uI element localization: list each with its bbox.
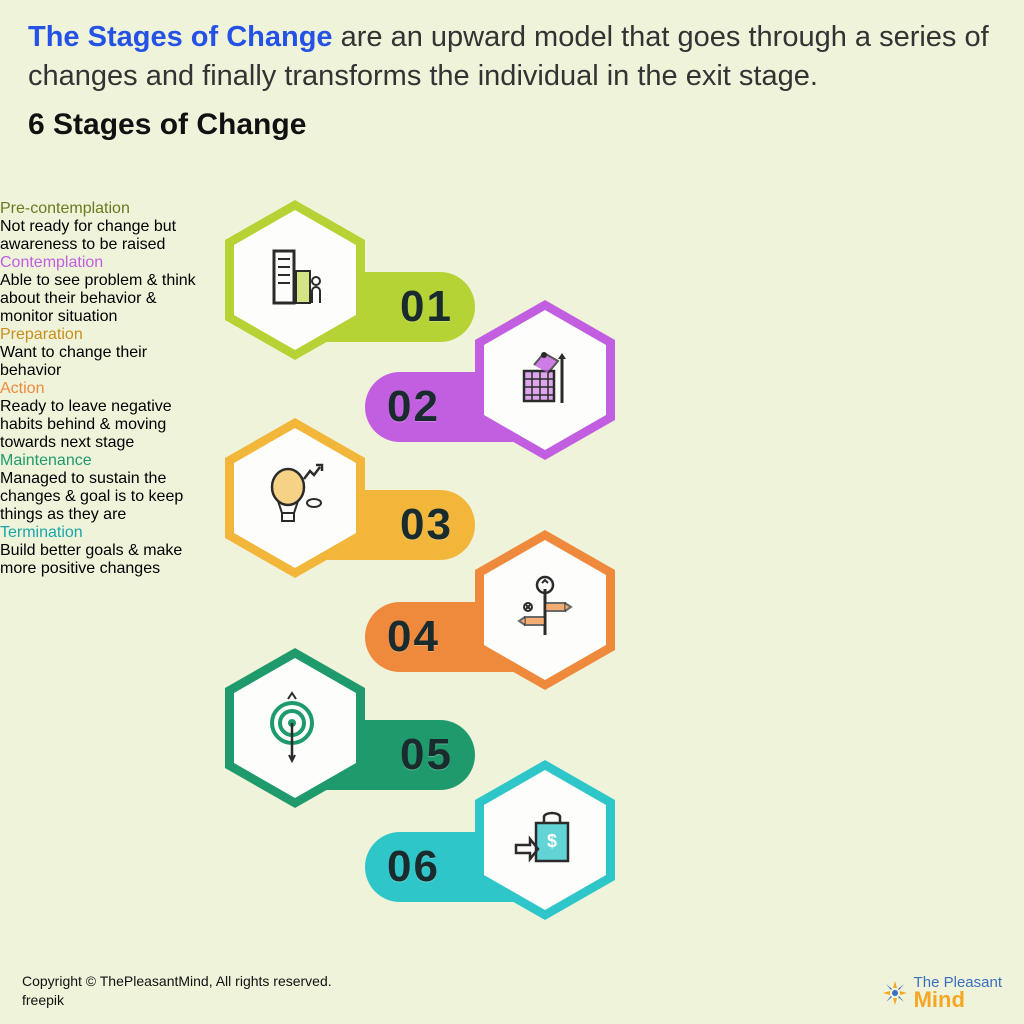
stage-number: 01	[400, 282, 453, 332]
intro-highlight: The Stages of Change	[28, 21, 333, 53]
balloon-icon	[256, 459, 334, 537]
credit-text: freepik	[22, 991, 332, 1010]
building-icon	[256, 241, 334, 319]
stage-desc: Able to see problem & think about their …	[0, 272, 210, 326]
stage-label: TerminationBuild better goals & make mor…	[0, 524, 210, 578]
stage-number: 06	[387, 842, 440, 892]
stage-title: Preparation	[0, 326, 195, 344]
stage-number: 04	[387, 612, 440, 662]
stage-desc: Not ready for change but awareness to be…	[0, 218, 195, 254]
signpost-icon	[506, 571, 584, 649]
intro-text: The Stages of Change are an upward model…	[28, 18, 996, 96]
logo-line2: Mind	[914, 990, 1002, 1010]
stage-number: 02	[387, 382, 440, 432]
footer: Copyright © ThePleasantMind, All rights …	[22, 972, 332, 1010]
stage-label: ActionReady to leave negative habits beh…	[0, 380, 215, 452]
stage-desc: Want to change their behavior	[0, 344, 195, 380]
stage-title: Contemplation	[0, 254, 210, 272]
stage-title: Action	[0, 380, 215, 398]
stage-label: ContemplationAble to see problem & think…	[0, 254, 210, 326]
lamp-icon	[506, 341, 584, 419]
stage-desc: Managed to sustain the changes & goal is…	[0, 470, 200, 524]
stage-label: PreparationWant to change their behavior	[0, 326, 195, 380]
stage-title: Maintenance	[0, 452, 200, 470]
bag-icon: $	[506, 801, 584, 879]
stage-desc: Ready to leave negative habits behind & …	[0, 398, 215, 452]
subheading: 6 Stages of Change	[28, 108, 996, 142]
target-icon	[256, 689, 334, 767]
stages-area: 01 Pre-contemplationNot ready for change…	[0, 200, 1024, 970]
stage-number: 03	[400, 500, 453, 550]
stage-label: MaintenanceManaged to sustain the change…	[0, 452, 200, 524]
brand-logo: The Pleasant Mind	[882, 975, 1002, 1010]
stage-title: Pre-contemplation	[0, 200, 195, 218]
logo-burst-icon	[882, 980, 908, 1006]
stage-number: 05	[400, 730, 453, 780]
copyright-text: Copyright © ThePleasantMind, All rights …	[22, 972, 332, 991]
svg-text:$: $	[547, 831, 557, 851]
stage-title: Termination	[0, 524, 210, 542]
stage-desc: Build better goals & make more positive …	[0, 542, 210, 578]
stage-label: Pre-contemplationNot ready for change bu…	[0, 200, 195, 254]
